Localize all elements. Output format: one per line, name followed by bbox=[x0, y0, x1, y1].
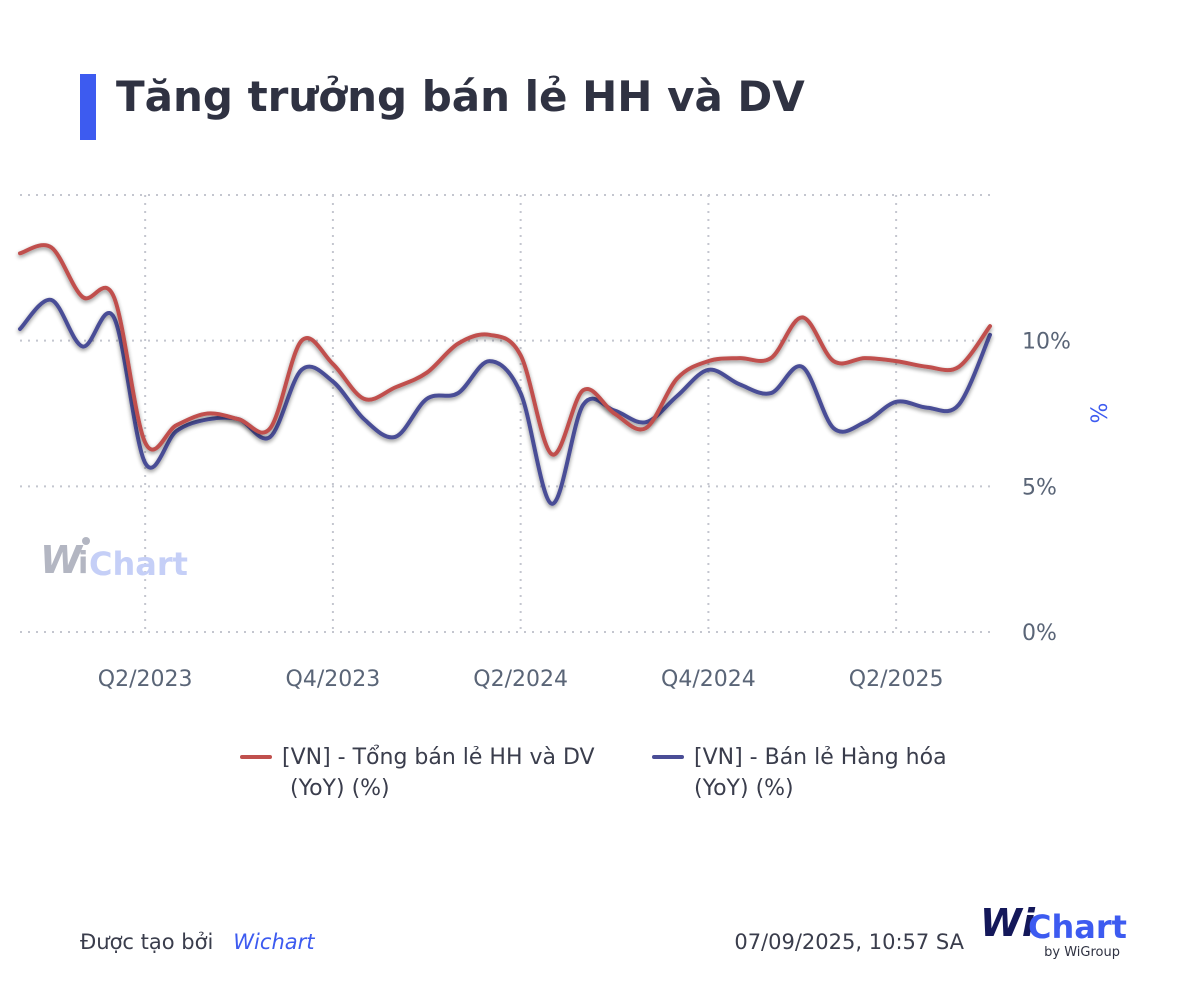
series-1-point[interactable] bbox=[206, 412, 210, 416]
title-accent-bar bbox=[80, 74, 96, 140]
series-2-point[interactable] bbox=[487, 359, 491, 363]
series-1-point[interactable] bbox=[268, 426, 272, 430]
line-chart: W i Chart Q2/2023 Q4/2023 Q2/2024 Q4/2024 Q2… bbox=[18, 194, 1113, 692]
series-2-point[interactable] bbox=[268, 435, 272, 439]
series-2-point[interactable] bbox=[581, 403, 585, 407]
series-2-point[interactable] bbox=[988, 333, 992, 337]
series-2-point[interactable] bbox=[425, 397, 429, 401]
chart-title: Tăng trưởng bán lẻ HH và DV bbox=[116, 72, 805, 121]
series-1-point[interactable] bbox=[331, 362, 335, 366]
series-2-point[interactable] bbox=[331, 380, 335, 384]
series-2-point[interactable] bbox=[112, 315, 116, 319]
legend-label-series2-line2: (YoY) (%) bbox=[694, 776, 794, 801]
series-2-point[interactable] bbox=[957, 403, 961, 407]
x-tick-label: Q2/2024 bbox=[473, 667, 568, 692]
legend-label-series2-line1: [VN] - Bán lẻ Hàng hóa bbox=[694, 745, 947, 770]
series-line-1[interactable] bbox=[18, 243, 992, 457]
x-tick-label: Q2/2023 bbox=[98, 667, 193, 692]
x-tick-label: Q2/2025 bbox=[849, 667, 944, 692]
series-2-point[interactable] bbox=[550, 502, 554, 506]
series-1-point[interactable] bbox=[300, 339, 304, 343]
series-1-point[interactable] bbox=[644, 426, 648, 430]
series-1-point[interactable] bbox=[394, 385, 398, 389]
series-1-point[interactable] bbox=[769, 356, 773, 360]
series-1-point[interactable] bbox=[925, 365, 929, 369]
series-layer bbox=[18, 243, 992, 506]
series-1-point[interactable] bbox=[425, 371, 429, 375]
series-1-point[interactable] bbox=[18, 251, 22, 255]
series-2-point[interactable] bbox=[800, 365, 804, 369]
series-2-point[interactable] bbox=[863, 420, 867, 424]
series-1-point[interactable] bbox=[832, 359, 836, 363]
logo-chart: Chart bbox=[1028, 908, 1127, 946]
y-axis-title: % bbox=[1088, 403, 1113, 424]
series-1-point[interactable] bbox=[675, 377, 679, 381]
series-1-point[interactable] bbox=[706, 359, 710, 363]
series-1-point[interactable] bbox=[550, 452, 554, 456]
series-1-point[interactable] bbox=[613, 412, 617, 416]
logo-subtitle: by WiGroup bbox=[1044, 945, 1120, 960]
series-1-point[interactable] bbox=[894, 359, 898, 363]
series-1-point[interactable] bbox=[81, 295, 85, 299]
svg-text:W: W bbox=[40, 538, 84, 582]
series-1-point[interactable] bbox=[487, 333, 491, 337]
logo-wi: Wi bbox=[980, 901, 1036, 945]
chart-grid bbox=[20, 194, 990, 633]
series-1-point[interactable] bbox=[456, 342, 460, 346]
series-1-point[interactable] bbox=[957, 365, 961, 369]
series-2-point[interactable] bbox=[18, 327, 22, 331]
y-tick-label: 5% bbox=[1022, 475, 1057, 500]
y-axis-labels: 0% 5% 10% bbox=[1022, 330, 1071, 646]
created-by-label: Được tạo bởi bbox=[80, 930, 214, 954]
legend-label-series1-line1: [VN] - Tổng bán lẻ HH và DV bbox=[282, 745, 595, 770]
series-2-point[interactable] bbox=[456, 391, 460, 395]
series-2-point[interactable] bbox=[925, 406, 929, 410]
series-2-point[interactable] bbox=[769, 391, 773, 395]
series-2-point[interactable] bbox=[175, 429, 179, 433]
x-axis-labels: Q2/2023 Q4/2023 Q2/2024 Q4/2024 Q2/2025 bbox=[98, 667, 944, 692]
series-1-point[interactable] bbox=[112, 295, 116, 299]
legend-swatch-series1 bbox=[240, 755, 272, 759]
series-1-point[interactable] bbox=[988, 324, 992, 328]
series-2-point[interactable] bbox=[519, 391, 523, 395]
svg-text:Chart: Chart bbox=[89, 545, 188, 583]
series-1-point[interactable] bbox=[738, 356, 742, 360]
y-tick-label: 10% bbox=[1022, 330, 1071, 355]
wichart-watermark: W i Chart bbox=[40, 537, 188, 583]
series-2-point[interactable] bbox=[706, 368, 710, 372]
series-1-point[interactable] bbox=[143, 441, 147, 445]
x-tick-label: Q4/2024 bbox=[661, 667, 756, 692]
series-2-point[interactable] bbox=[81, 345, 85, 349]
series-1-point[interactable] bbox=[362, 397, 366, 401]
series-1-point[interactable] bbox=[237, 417, 241, 421]
series-2-point[interactable] bbox=[675, 394, 679, 398]
series-1-point[interactable] bbox=[175, 423, 179, 427]
wichart-logo[interactable]: Wi Chart by WiGroup bbox=[980, 898, 1130, 968]
series-2-point[interactable] bbox=[143, 461, 147, 465]
series-2-point[interactable] bbox=[394, 435, 398, 439]
series-2-point[interactable] bbox=[300, 368, 304, 372]
footer-timestamp: 07/09/2025, 10:57 SA bbox=[734, 930, 964, 954]
series-2-point[interactable] bbox=[738, 382, 742, 386]
series-2-point[interactable] bbox=[206, 417, 210, 421]
created-by-brand-link[interactable]: Wichart bbox=[233, 930, 315, 954]
series-2-point[interactable] bbox=[894, 400, 898, 404]
series-2-point[interactable] bbox=[644, 420, 648, 424]
series-1-point[interactable] bbox=[581, 388, 585, 392]
series-2-point[interactable] bbox=[362, 417, 366, 421]
svg-text:i: i bbox=[78, 546, 88, 581]
series-line-2[interactable] bbox=[18, 297, 992, 506]
x-tick-label: Q4/2023 bbox=[286, 667, 381, 692]
y-tick-label: 0% bbox=[1022, 621, 1057, 646]
legend-label-series1-line2: (YoY) (%) bbox=[290, 776, 390, 801]
series-1-point[interactable] bbox=[49, 245, 53, 249]
series-2-point[interactable] bbox=[832, 426, 836, 430]
series-2-point[interactable] bbox=[49, 298, 53, 302]
legend-swatch-series2 bbox=[652, 755, 684, 759]
series-1-point[interactable] bbox=[519, 353, 523, 357]
footer-credit: Được tạo bởi Wichart bbox=[80, 930, 315, 954]
series-1-point[interactable] bbox=[863, 356, 867, 360]
series-1-point[interactable] bbox=[800, 315, 804, 319]
